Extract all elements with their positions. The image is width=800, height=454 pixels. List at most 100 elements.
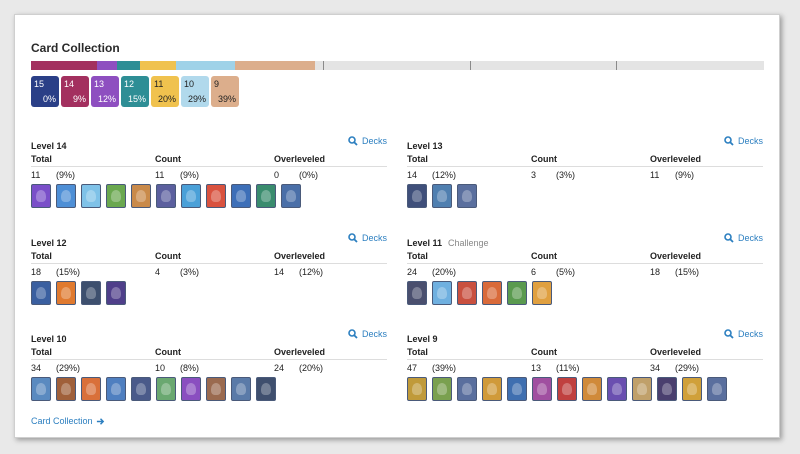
card-icon[interactable] bbox=[206, 184, 226, 208]
section-title: Level 13 bbox=[407, 141, 443, 151]
card-icon[interactable] bbox=[256, 184, 276, 208]
level-badge-9[interactable]: 9 39% bbox=[211, 76, 239, 107]
card-icon[interactable] bbox=[657, 377, 677, 401]
badge-pct: 39% bbox=[217, 94, 236, 104]
progress-tick bbox=[323, 61, 324, 70]
card-icon[interactable] bbox=[482, 281, 502, 305]
badge-level: 13 bbox=[94, 79, 105, 89]
col-count: Count bbox=[531, 347, 557, 357]
col-overleveled: Overleveled bbox=[650, 154, 702, 164]
card-icon[interactable] bbox=[81, 281, 101, 305]
decks-link[interactable]: Decks bbox=[348, 136, 387, 146]
count-pct: (3%) bbox=[556, 170, 576, 180]
card-icon[interactable] bbox=[557, 377, 577, 401]
card-list bbox=[31, 281, 126, 305]
progress-segment-remaining bbox=[315, 61, 764, 70]
badge-level: 14 bbox=[64, 79, 75, 89]
card-icon[interactable] bbox=[131, 377, 151, 401]
count-value: 13 bbox=[531, 363, 542, 373]
over-pct: (0%) bbox=[299, 170, 319, 180]
card-icon[interactable] bbox=[206, 377, 226, 401]
card-icon[interactable] bbox=[181, 377, 201, 401]
decks-link[interactable]: Decks bbox=[348, 233, 387, 243]
card-list bbox=[31, 184, 301, 208]
decks-link[interactable]: Decks bbox=[724, 329, 763, 339]
card-icon[interactable] bbox=[81, 184, 101, 208]
card-icon[interactable] bbox=[231, 184, 251, 208]
card-icon[interactable] bbox=[682, 377, 702, 401]
card-icon[interactable] bbox=[632, 377, 652, 401]
card-icon[interactable] bbox=[106, 184, 126, 208]
card-icon[interactable] bbox=[56, 281, 76, 305]
card-icon[interactable] bbox=[256, 377, 276, 401]
stat-values: 34 (29%) 10 (8%) 24 (20%) bbox=[31, 363, 387, 375]
decks-link[interactable]: Decks bbox=[724, 136, 763, 146]
total-value: 34 bbox=[31, 363, 42, 373]
card-icon[interactable] bbox=[407, 377, 427, 401]
card-icon[interactable] bbox=[482, 377, 502, 401]
card-icon[interactable] bbox=[507, 377, 527, 401]
level-badge-14[interactable]: 14 9% bbox=[61, 76, 89, 107]
card-icon[interactable] bbox=[457, 377, 477, 401]
card-icon[interactable] bbox=[432, 281, 452, 305]
card-icon[interactable] bbox=[106, 377, 126, 401]
card-icon[interactable] bbox=[281, 184, 301, 208]
level-badge-15[interactable]: 15 0% bbox=[31, 76, 59, 107]
decks-link[interactable]: Decks bbox=[348, 329, 387, 339]
progress-segment-level-9 bbox=[235, 61, 315, 70]
level-badge-12[interactable]: 12 15% bbox=[121, 76, 149, 107]
level-badge-13[interactable]: 13 12% bbox=[91, 76, 119, 107]
count-pct: (9%) bbox=[180, 170, 200, 180]
card-icon[interactable] bbox=[507, 281, 527, 305]
col-count: Count bbox=[531, 154, 557, 164]
badge-level: 15 bbox=[34, 79, 45, 89]
card-icon[interactable] bbox=[432, 184, 452, 208]
badge-level: 9 bbox=[214, 79, 220, 89]
decks-link[interactable]: Decks bbox=[724, 233, 763, 243]
card-icon[interactable] bbox=[607, 377, 627, 401]
level-section: Level 13 Decks Total Count Overleveled 1… bbox=[407, 136, 763, 218]
card-icon[interactable] bbox=[457, 184, 477, 208]
card-icon[interactable] bbox=[231, 377, 251, 401]
progress-segment-level-12 bbox=[117, 61, 140, 70]
level-distribution-bar bbox=[31, 61, 764, 70]
badge-pct: 29% bbox=[187, 94, 206, 104]
card-collection-link-label: Card Collection bbox=[31, 416, 93, 426]
level-section: Level 14 Decks Total Count Overleveled 1… bbox=[31, 136, 387, 218]
column-headers: Total Count Overleveled bbox=[407, 154, 763, 167]
card-icon[interactable] bbox=[181, 184, 201, 208]
card-icon[interactable] bbox=[31, 281, 51, 305]
level-badge-10[interactable]: 10 29% bbox=[181, 76, 209, 107]
card-icon[interactable] bbox=[31, 184, 51, 208]
col-total: Total bbox=[407, 154, 428, 164]
col-total: Total bbox=[31, 154, 52, 164]
card-collection-link[interactable]: Card Collection bbox=[31, 416, 105, 426]
col-overleveled: Overleveled bbox=[650, 251, 702, 261]
card-icon[interactable] bbox=[156, 184, 176, 208]
section-header: Level 11 Challenge Decks bbox=[407, 233, 763, 248]
card-icon[interactable] bbox=[156, 377, 176, 401]
card-icon[interactable] bbox=[56, 377, 76, 401]
card-icon[interactable] bbox=[582, 377, 602, 401]
over-pct: (29%) bbox=[675, 363, 700, 373]
card-icon[interactable] bbox=[56, 184, 76, 208]
card-icon[interactable] bbox=[407, 184, 427, 208]
level-badge-11[interactable]: 11 20% bbox=[151, 76, 179, 107]
card-icon[interactable] bbox=[457, 281, 477, 305]
card-icon[interactable] bbox=[432, 377, 452, 401]
search-icon bbox=[348, 329, 358, 339]
badge-pct: 0% bbox=[42, 94, 56, 104]
card-icon[interactable] bbox=[532, 377, 552, 401]
progress-segment-level-10 bbox=[176, 61, 235, 70]
card-icon[interactable] bbox=[532, 281, 552, 305]
col-count: Count bbox=[155, 251, 181, 261]
card-icon[interactable] bbox=[81, 377, 101, 401]
card-icon[interactable] bbox=[407, 281, 427, 305]
card-icon[interactable] bbox=[707, 377, 727, 401]
card-icon[interactable] bbox=[131, 184, 151, 208]
card-icon[interactable] bbox=[106, 281, 126, 305]
section-title: Level 14 bbox=[31, 141, 67, 151]
over-pct: (9%) bbox=[675, 170, 695, 180]
card-icon[interactable] bbox=[31, 377, 51, 401]
section-header: Level 10 Decks bbox=[31, 329, 387, 344]
